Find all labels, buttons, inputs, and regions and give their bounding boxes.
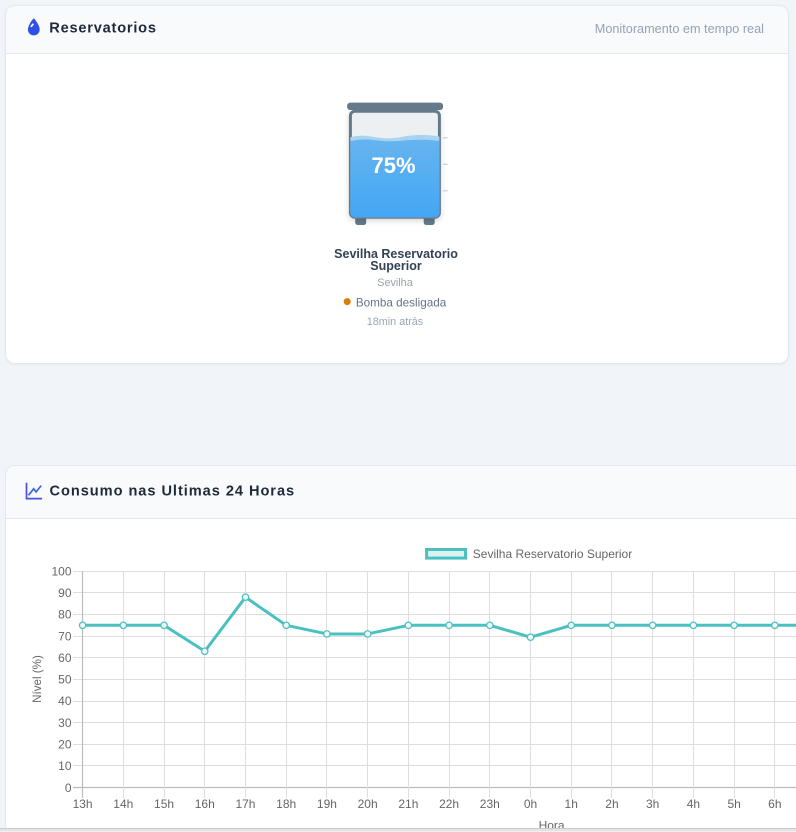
svg-text:100: 100 <box>51 564 71 578</box>
svg-text:Hora: Hora <box>539 819 565 829</box>
svg-text:2h: 2h <box>605 797 618 811</box>
svg-text:Sevilha: Sevilha <box>377 277 412 289</box>
svg-text:23h: 23h <box>480 797 500 811</box>
svg-text:Consumo nas Ultimas 24 Horas: Consumo nas Ultimas 24 Horas <box>50 483 296 499</box>
svg-text:75%: 75% <box>371 153 415 178</box>
svg-text:18min atrás: 18min atrás <box>367 316 424 328</box>
svg-text:Monitoramento em tempo real: Monitoramento em tempo real <box>595 22 764 36</box>
svg-text:13h: 13h <box>73 797 93 811</box>
svg-text:21h: 21h <box>398 797 418 811</box>
svg-text:4h: 4h <box>687 797 700 811</box>
svg-text:5h: 5h <box>727 797 740 811</box>
svg-text:3h: 3h <box>646 797 659 811</box>
svg-text:17h: 17h <box>235 797 255 811</box>
svg-text:6h: 6h <box>768 797 781 811</box>
svg-text:18h: 18h <box>276 797 296 811</box>
svg-text:90: 90 <box>58 586 72 600</box>
svg-text:Bomba desligada: Bomba desligada <box>356 296 447 309</box>
svg-text:Sevilha Reservatorio Superior: Sevilha Reservatorio Superior <box>473 547 632 561</box>
svg-text:16h: 16h <box>195 797 215 811</box>
svg-text:19h: 19h <box>317 797 337 811</box>
svg-text:60: 60 <box>58 651 72 665</box>
svg-text:80: 80 <box>58 608 72 622</box>
svg-text:50: 50 <box>58 673 72 687</box>
svg-text:20h: 20h <box>358 797 378 811</box>
svg-text:14h: 14h <box>113 797 133 811</box>
svg-text:30: 30 <box>58 716 72 730</box>
svg-text:Nível (%): Nível (%) <box>31 655 44 703</box>
svg-text:40: 40 <box>58 694 72 708</box>
svg-text:10: 10 <box>58 759 72 773</box>
svg-text:20: 20 <box>58 738 72 752</box>
svg-text:70: 70 <box>58 629 72 643</box>
svg-text:15h: 15h <box>154 797 174 811</box>
svg-text:0h: 0h <box>524 797 537 811</box>
svg-text:0: 0 <box>65 781 72 795</box>
svg-text:Reservatorios: Reservatorios <box>49 20 156 36</box>
svg-text:Superior: Superior <box>370 259 422 273</box>
svg-text:Sevilha Reservatorio: Sevilha Reservatorio <box>334 247 458 261</box>
svg-text:1h: 1h <box>565 797 578 811</box>
svg-text:22h: 22h <box>439 797 459 811</box>
